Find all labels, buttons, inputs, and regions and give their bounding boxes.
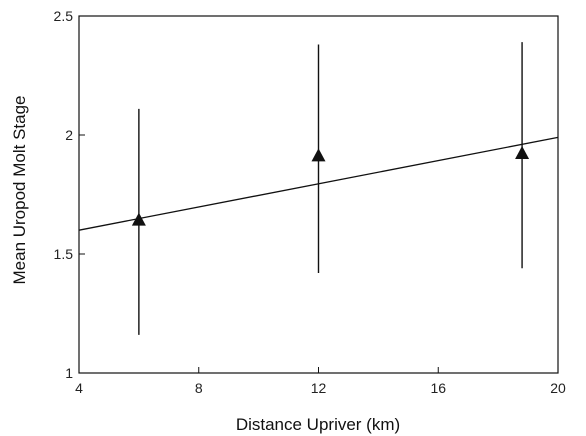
error-bars — [138, 42, 523, 335]
triangle-marker — [515, 146, 530, 160]
x-tick-label: 20 — [550, 380, 566, 396]
x-tick-label: 12 — [311, 380, 327, 396]
trendline — [78, 136, 559, 231]
trendline-group — [78, 136, 559, 231]
x-axis-label: Distance Upriver (km) — [236, 415, 400, 434]
y-tick-label: 1.5 — [54, 246, 74, 262]
y-tick-label: 1 — [65, 365, 73, 381]
x-axis-ticks: 4 8 12 16 20 — [75, 367, 566, 396]
y-tick-label: 2.5 — [54, 8, 74, 24]
y-axis-label: Mean Uropod Molt Stage — [10, 96, 29, 285]
y-axis-ticks: 1 1.5 2 2.5 — [54, 8, 85, 381]
data-markers — [131, 146, 530, 226]
triangle-marker — [131, 212, 146, 226]
y-tick-label: 2 — [65, 127, 73, 143]
x-tick-label: 16 — [430, 380, 446, 396]
triangle-marker — [311, 148, 326, 162]
x-tick-label: 4 — [75, 380, 83, 396]
x-tick-label: 8 — [195, 380, 203, 396]
